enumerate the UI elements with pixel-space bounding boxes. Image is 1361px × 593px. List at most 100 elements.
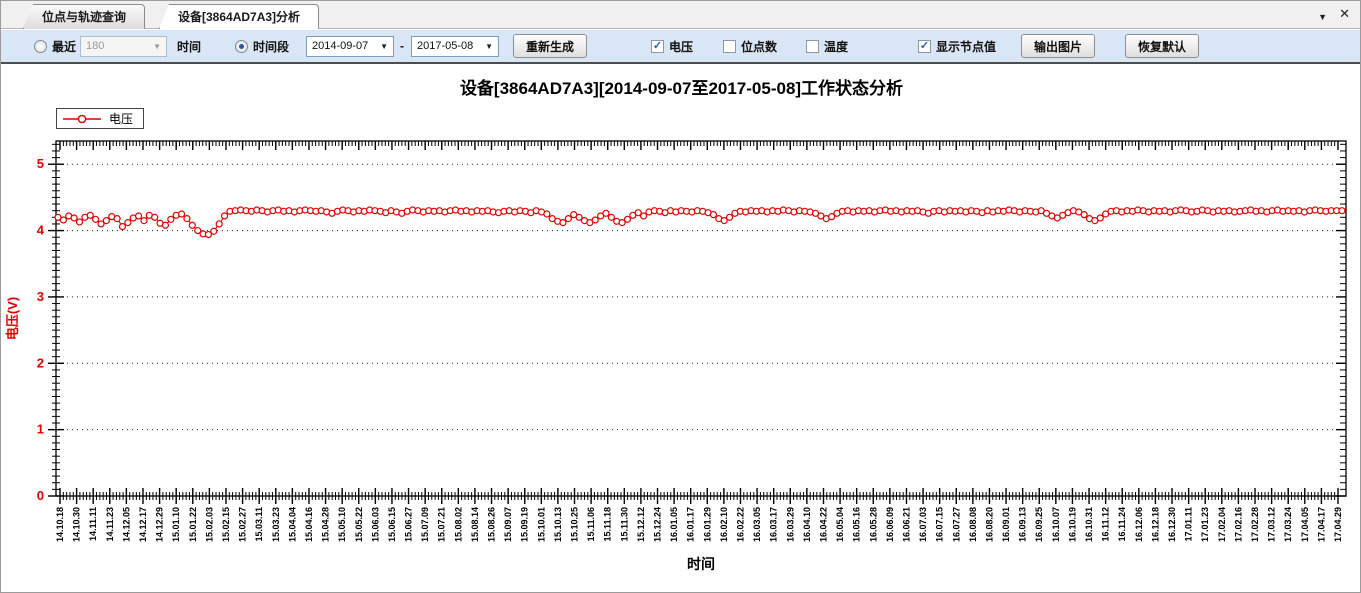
voltage-checkbox-label: 电压 xyxy=(669,39,694,54)
toolbar: 最近 180 ▼ 时间 时间段 2014-09-07 ▼ - 2017-05-0 xyxy=(1,30,1360,64)
svg-text:15.08.14: 15.08.14 xyxy=(470,507,480,542)
svg-text:16.03.05: 16.03.05 xyxy=(752,507,762,542)
show-node-values-checkbox[interactable]: ✓ xyxy=(918,39,931,53)
svg-text:16.12.18: 16.12.18 xyxy=(1150,507,1160,542)
svg-text:17.01.11: 17.01.11 xyxy=(1184,507,1194,542)
svg-text:15.04.16: 15.04.16 xyxy=(304,507,314,542)
svg-text:15.02.15: 15.02.15 xyxy=(221,507,231,542)
svg-text:15.04.28: 15.04.28 xyxy=(321,507,331,542)
svg-text:16.07.03: 16.07.03 xyxy=(918,507,928,542)
svg-text:14.10.18: 14.10.18 xyxy=(55,507,65,542)
time-range-radio[interactable] xyxy=(235,39,248,53)
date-from-value: 2014-09-07 xyxy=(312,40,369,52)
svg-text:16.11.24: 16.11.24 xyxy=(1117,507,1127,542)
svg-text:15.09.19: 15.09.19 xyxy=(520,507,530,542)
chevron-down-icon: ▼ xyxy=(485,41,493,51)
voltage-line-chart: 0 1 2 3 4 5 14.10.18 14.10.30 14.11.11 14.11.23 14… xyxy=(5,140,1347,572)
svg-text:15.07.09: 15.07.09 xyxy=(420,507,430,542)
svg-text:15.07.21: 15.07.21 xyxy=(437,507,447,542)
time-range-radio-label: 时间段 xyxy=(253,39,290,54)
svg-text:15.03.11: 15.03.11 xyxy=(254,507,264,542)
export-image-button[interactable]: 输出图片 xyxy=(1021,34,1096,58)
tab-device-analysis[interactable]: 设备[3864AD7A3]分析 xyxy=(159,4,320,29)
tab-label: 设备[3864AD7A3]分析 xyxy=(178,10,301,24)
date-from-combobox[interactable]: 2014-09-07 ▼ xyxy=(306,35,394,57)
date-to-value: 2017-05-08 xyxy=(417,40,474,52)
svg-text:14.11.23: 14.11.23 xyxy=(105,507,115,542)
svg-text:17.01.23: 17.01.23 xyxy=(1200,507,1210,542)
svg-text:16.01.05: 16.01.05 xyxy=(669,507,679,542)
svg-text:16.05.16: 16.05.16 xyxy=(852,507,862,542)
svg-text:16.01.29: 16.01.29 xyxy=(702,507,712,542)
svg-text:16.08.08: 16.08.08 xyxy=(968,507,978,542)
svg-text:15.10.01: 15.10.01 xyxy=(536,507,546,542)
svg-text:15.12.24: 15.12.24 xyxy=(653,507,663,542)
restore-defaults-button[interactable]: 恢复默认 xyxy=(1125,34,1200,58)
svg-text:16.05.28: 16.05.28 xyxy=(868,507,878,542)
date-to-combobox[interactable]: 2017-05-08 ▼ xyxy=(411,35,499,57)
legend: 电压 xyxy=(56,108,145,129)
chart-area: 设备[3864AD7A3][2014-09-07至2017-05-08]工作状态… xyxy=(1,66,1360,592)
svg-text:16.09.13: 16.09.13 xyxy=(1018,507,1028,542)
legend-label-voltage: 电压 xyxy=(109,112,134,126)
recent-count-combobox[interactable]: 180 ▼ xyxy=(80,35,167,57)
svg-text:15.06.03: 15.06.03 xyxy=(370,507,380,542)
close-icon[interactable]: ✕ xyxy=(1339,6,1350,21)
legend-marker-voltage xyxy=(63,114,101,123)
svg-text:15.06.27: 15.06.27 xyxy=(404,507,414,542)
voltage-checkbox[interactable]: ✓ xyxy=(651,39,664,53)
svg-text:16.03.17: 16.03.17 xyxy=(769,507,779,542)
svg-text:15.11.30: 15.11.30 xyxy=(619,507,629,542)
svg-text:5: 5 xyxy=(37,156,44,171)
tab-list-dropdown-icon[interactable]: ▼ xyxy=(1318,12,1328,22)
svg-text:15.01.22: 15.01.22 xyxy=(188,507,198,542)
site-count-checkbox[interactable] xyxy=(723,39,736,53)
svg-text:16.06.21: 16.06.21 xyxy=(901,507,911,542)
svg-text:15.02.27: 15.02.27 xyxy=(238,507,248,542)
svg-text:15.05.22: 15.05.22 xyxy=(354,507,364,542)
svg-text:14.11.11: 14.11.11 xyxy=(88,507,98,541)
svg-text:16.02.22: 16.02.22 xyxy=(735,507,745,542)
svg-text:16.07.15: 16.07.15 xyxy=(935,507,945,542)
svg-text:14.10.30: 14.10.30 xyxy=(72,507,82,542)
svg-text:16.09.01: 16.09.01 xyxy=(1001,507,1011,542)
svg-text:16.07.27: 16.07.27 xyxy=(951,507,961,542)
svg-text:17.02.28: 17.02.28 xyxy=(1250,507,1260,542)
recent-radio[interactable] xyxy=(34,39,47,53)
show-node-values-checkbox-label: 显示节点值 xyxy=(936,39,997,54)
svg-text:17.02.16: 17.02.16 xyxy=(1233,507,1243,542)
tab-label: 位点与轨迹查询 xyxy=(42,10,127,24)
svg-text:16.02.10: 16.02.10 xyxy=(719,507,729,542)
svg-text:16.10.31: 16.10.31 xyxy=(1084,507,1094,542)
svg-text:16.10.07: 16.10.07 xyxy=(1051,507,1061,542)
svg-text:16.12.06: 16.12.06 xyxy=(1134,507,1144,542)
svg-text:17.04.29: 17.04.29 xyxy=(1333,507,1343,542)
svg-text:16.03.29: 16.03.29 xyxy=(785,507,795,542)
svg-text:16.04.22: 16.04.22 xyxy=(818,507,828,542)
svg-text:16.09.25: 16.09.25 xyxy=(1034,507,1044,542)
svg-text:时间: 时间 xyxy=(687,556,715,572)
svg-text:15.01.10: 15.01.10 xyxy=(171,507,181,542)
svg-text:15.08.02: 15.08.02 xyxy=(453,507,463,542)
svg-text:4: 4 xyxy=(37,223,45,238)
svg-text:15.11.06: 15.11.06 xyxy=(586,507,596,542)
svg-text:15.03.23: 15.03.23 xyxy=(271,507,281,542)
svg-text:16.10.19: 16.10.19 xyxy=(1067,507,1077,542)
svg-text:16.01.17: 16.01.17 xyxy=(686,507,696,542)
svg-text:15.10.25: 15.10.25 xyxy=(570,507,580,542)
svg-text:15.02.03: 15.02.03 xyxy=(204,507,214,542)
temperature-checkbox[interactable] xyxy=(806,39,819,53)
chart-title: 设备[3864AD7A3][2014-09-07至2017-05-08]工作状态… xyxy=(459,79,904,98)
svg-text:16.12.30: 16.12.30 xyxy=(1167,507,1177,542)
svg-text:16.08.20: 16.08.20 xyxy=(984,507,994,542)
svg-text:15.08.26: 15.08.26 xyxy=(487,507,497,542)
svg-text:14.12.29: 14.12.29 xyxy=(155,507,165,542)
svg-text:17.03.24: 17.03.24 xyxy=(1283,507,1293,542)
recent-count-value: 180 xyxy=(86,40,105,52)
svg-text:1: 1 xyxy=(37,422,44,437)
tab-site-trajectory-query[interactable]: 位点与轨迹查询 xyxy=(23,4,146,29)
regenerate-button[interactable]: 重新生成 xyxy=(513,34,588,58)
svg-text:2: 2 xyxy=(37,355,44,370)
svg-text:16.11.12: 16.11.12 xyxy=(1101,507,1111,542)
